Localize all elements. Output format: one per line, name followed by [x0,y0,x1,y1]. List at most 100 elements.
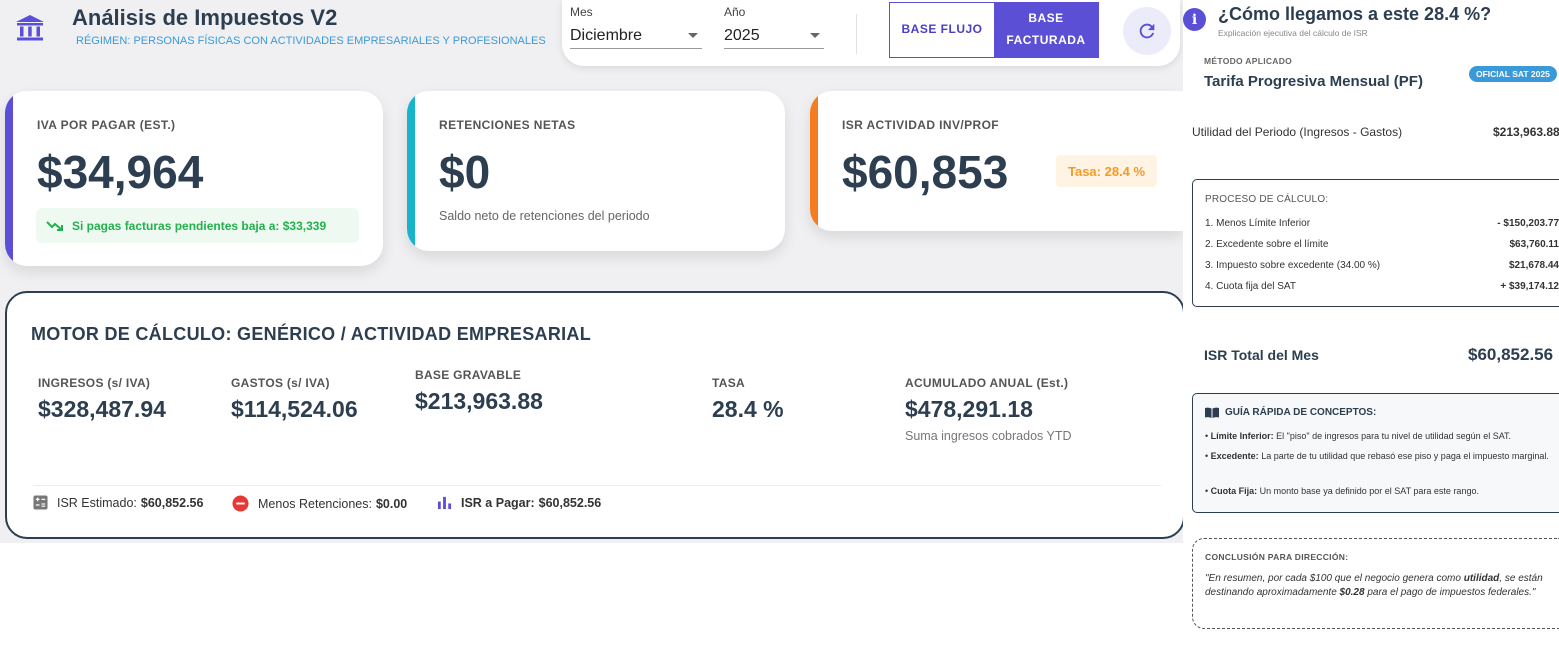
process-row-value: + $39,174.12 [1500,281,1559,292]
base-flujo-button[interactable]: BASE FLUJO [890,3,994,57]
divider [33,485,1161,486]
calculation-engine-panel: MOTOR DE CÁLCULO: GENÉRICO / ACTIVIDAD E… [5,291,1185,539]
guide-text: La parte de tu utilidad que rebasó ese p… [1258,451,1549,461]
utilidad-label: Utilidad del Periodo (Ingresos - Gastos) [1192,125,1403,139]
isr-pagar-summary: ISR a Pagar: $60,852.56 [437,495,601,510]
conclusion-part: para el pago de impuestos federales." [1364,587,1536,598]
bank-icon [14,12,46,44]
isr-estimado-summary: ISR Estimado: $60,852.56 [33,495,203,510]
method-value: Tarifa Progresiva Mensual (PF) [1204,73,1423,90]
sat-badge: OFICIAL SAT 2025 [1469,66,1557,82]
acumulado-label: ACUMULADO ANUAL (Est.) [905,376,1069,390]
guide-title-row: GUÍA RÁPIDA DE CONCEPTOS: [1205,407,1376,418]
utilidad-value: $213,963.88 [1493,125,1559,139]
retenciones-note: Saldo neto de retenciones del periodo [439,209,650,223]
process-row-value: $21,678.44 [1508,260,1559,271]
ingresos-value: $328,487.94 [38,396,166,422]
base-gravable-label: BASE GRAVABLE [415,368,522,382]
book-icon [1205,407,1219,418]
concepts-guide-box: GUÍA RÁPIDA DE CONCEPTOS: • Límite Infer… [1192,393,1559,513]
base-facturada-label: BASE FACTURADA [1006,11,1086,47]
process-row: 3. Impuesto sobre excedente (34.00 %) $2… [1205,260,1559,271]
panel-title: ¿Cómo llegamos a este 28.4 %? [1218,4,1492,24]
refresh-icon [1139,23,1155,39]
year-select-value: 2025 [724,26,760,44]
conclusion-part: , se están destinando aproximadamente [1205,573,1543,598]
guide-item: • Límite Inferior: El "piso" de ingresos… [1205,431,1512,441]
conclusion-title: CONCLUSIÓN PARA DIRECCIÓN: [1205,552,1349,562]
month-select[interactable]: Mes Diciembre [570,5,702,49]
gastos-value: $114,524.06 [231,396,358,422]
calculator-icon [33,495,48,510]
card-accent [407,91,415,251]
iva-card: IVA POR PAGAR (EST.) $34,964 Si pagas fa… [5,91,383,266]
base-facturada-button[interactable]: BASE FACTURADA [994,3,1098,57]
acumulado-metric: ACUMULADO ANUAL (Est.) $478,291.18 Suma … [905,376,1072,443]
conclusion-text: "En resumen, por cada $100 que el negoci… [1205,572,1555,600]
process-title: PROCESO DE CÁLCULO: [1205,194,1329,205]
process-row-label: 3. Impuesto sobre excedente (34.00 %) [1205,260,1381,271]
iva-value: $34,964 [37,146,204,198]
isr-total-label: ISR Total del Mes [1204,347,1319,363]
process-row-value: - $150,203.77 [1497,218,1559,229]
bar-chart-icon [437,496,452,510]
isr-total-value: $60,852.56 [1468,345,1554,364]
guide-term: Cuota Fija: [1210,486,1258,496]
base-gravable-metric: BASE GRAVABLE $213,963.88 [415,368,543,415]
isr-label: ISR ACTIVIDAD INV/PROF [842,118,1000,132]
isr-card: ISR ACTIVIDAD INV/PROF $60,853 Tasa: 28.… [810,91,1183,231]
panel-subtitle: Explicación ejecutiva del cálculo de ISR [1218,28,1368,38]
gastos-metric: GASTOS (s/ IVA) $114,524.06 [231,376,358,423]
isr-pagar-label: ISR a Pagar: [461,495,535,510]
engine-title: MOTOR DE CÁLCULO: GENÉRICO / ACTIVIDAD E… [31,324,592,344]
process-row: 2. Excedente sobre el límite $63,760.11 [1205,239,1559,250]
tasa-metric: TASA 28.4 % [712,376,784,423]
month-select-label: Mes [570,5,593,19]
card-accent [810,91,818,231]
toolbar-divider [856,14,857,54]
iva-label: IVA POR PAGAR (EST.) [37,118,176,132]
iva-hint-text: Si pagas facturas pendientes baja a: $33… [72,218,327,233]
guide-item: • Cuota Fija: Un monto base ya definido … [1205,486,1479,496]
base-toggle: BASE FLUJO BASE FACTURADA [889,2,1099,58]
ingresos-metric: INGRESOS (s/ IVA) $328,487.94 [38,376,166,423]
year-select[interactable]: Año 2025 [724,5,824,49]
ingresos-label: INGRESOS (s/ IVA) [38,376,151,390]
process-row-label: 4. Cuota fija del SAT [1205,281,1296,292]
guide-text: El "piso" de ingresos para tu nivel de u… [1273,431,1512,441]
guide-text: Un monto base ya definido por el SAT par… [1257,486,1479,496]
conclusion-part: "En resumen, por cada $100 que el negoci… [1205,573,1464,584]
process-row: 1. Menos Límite Inferior - $150,203.77 [1205,218,1559,229]
isr-estimado-value: $60,852.56 [140,495,204,510]
trending-down-icon [46,220,63,231]
month-select-value: Diciembre [570,26,643,44]
isr-pagar-value: $60,852.56 [538,495,602,510]
acumulado-value: $478,291.18 [905,396,1033,422]
refresh-button[interactable] [1123,7,1171,55]
page-title: Análisis de Impuestos V2 [72,5,338,30]
menos-retenciones-label: Menos Retenciones: [258,496,372,511]
conclusion-bold: $0.28 [1339,587,1365,598]
guide-term: Límite Inferior: [1210,431,1274,441]
chevron-down-icon [688,33,698,38]
conclusion-box: CONCLUSIÓN PARA DIRECCIÓN: "En resumen, … [1192,538,1559,629]
method-label: MÉTODO APLICADO [1204,56,1293,66]
retenciones-label: RETENCIONES NETAS [439,118,576,132]
info-icon: i [1183,8,1206,31]
base-gravable-value: $213,963.88 [415,388,543,414]
process-row-label: 1. Menos Límite Inferior [1205,218,1311,229]
menos-retenciones-value: $0.00 [375,496,408,511]
process-row-value: $63,760.11 [1509,239,1559,250]
guide-item: • Excedente: La parte de tu utilidad que… [1205,451,1549,461]
isr-explanation-panel: i ¿Cómo llegamos a este 28.4 %? Explicac… [1183,0,1559,649]
iva-hint: Si pagas facturas pendientes baja a: $33… [36,208,359,243]
conclusion-bold: utilidad [1463,573,1500,584]
calculation-process-box: PROCESO DE CÁLCULO: 1. Menos Límite Infe… [1192,179,1559,307]
gastos-label: GASTOS (s/ IVA) [231,376,330,390]
process-row-label: 2. Excedente sobre el límite [1205,239,1329,250]
acumulado-sub: Suma ingresos cobrados YTD [905,429,1072,443]
minus-circle-icon [232,495,249,512]
year-select-label: Año [724,5,746,19]
isr-value: $60,853 [842,146,1009,198]
tasa-value: 28.4 % [712,396,784,422]
